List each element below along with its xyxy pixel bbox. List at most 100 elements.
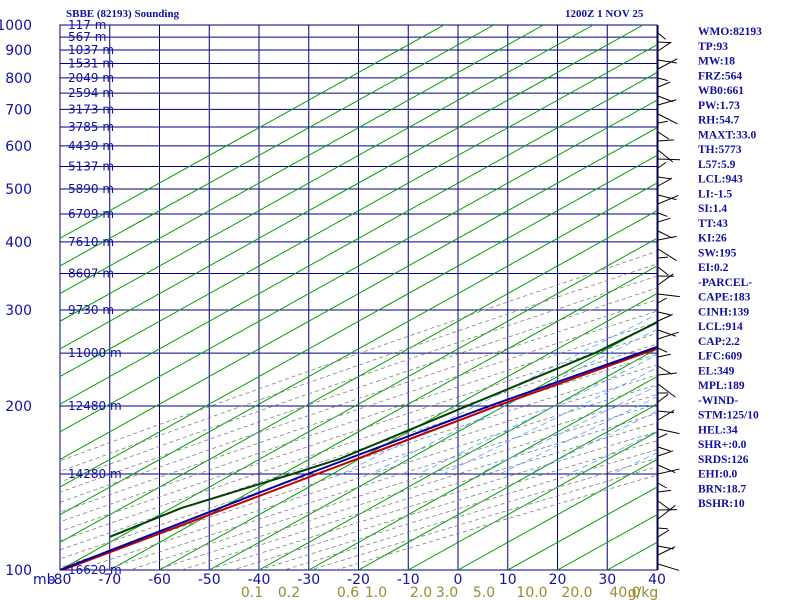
index-entry: WMO:82193 — [698, 26, 762, 38]
wind-barb — [657, 409, 675, 421]
height-label: 2049 m — [68, 71, 114, 85]
wind-barb — [657, 563, 680, 571]
mixing-ratio-line — [528, 410, 657, 475]
pressure-tick-label: 600 — [5, 139, 32, 155]
wind-barb — [657, 77, 668, 82]
wind-barb — [657, 99, 677, 106]
wind-barb — [657, 500, 672, 511]
mixing-ratio-label: 20.0 — [561, 585, 592, 600]
wind-barb — [657, 177, 673, 187]
height-label: 14280 m — [68, 467, 122, 481]
index-entry: KI:26 — [698, 233, 727, 245]
height-label: 2594 m — [68, 86, 114, 100]
height-label: 8607 m — [68, 266, 114, 280]
wind-barb — [657, 353, 671, 358]
height-label: 3785 m — [68, 120, 114, 134]
mixing-ratio-label: 0.2 — [278, 585, 300, 600]
stability-indices: WMO:82193 TP:93 MW:18 FRZ:564 WB0:661 PW:1.73… — [698, 26, 762, 510]
wind-barb — [657, 314, 673, 322]
isotherm-line — [457, 458, 657, 570]
pressure-tick-label: 800 — [5, 71, 32, 87]
index-entry: SW:195 — [698, 247, 737, 259]
temperature-tick-label: 20 — [549, 572, 567, 588]
wind-barb — [657, 266, 669, 276]
wind-barb — [657, 529, 670, 538]
temperature-tick-label: -50 — [198, 572, 221, 588]
mixing-ratio-label: 1.0 — [365, 585, 387, 600]
temperature-tick-label: -60 — [148, 572, 171, 588]
mixing-ratio-line — [478, 385, 657, 475]
wind-barb — [657, 347, 668, 353]
wind-barb — [657, 194, 677, 201]
isotherm-line — [209, 320, 657, 570]
isotherm-line — [60, 182, 657, 516]
wind-barb — [657, 446, 671, 452]
index-entry: -PARCEL- — [698, 277, 752, 289]
isotherm-line — [507, 486, 657, 570]
pressure-tick-label: 400 — [5, 235, 32, 251]
wind-barb — [657, 489, 671, 493]
wind-barb — [657, 293, 680, 298]
dry-adiabat — [78, 384, 657, 570]
height-label: 6709 m — [68, 207, 114, 221]
index-entry: EHI:0.0 — [698, 469, 738, 481]
isotherm-line — [60, 25, 494, 267]
isotherm-line — [557, 514, 657, 570]
wind-barb — [657, 450, 674, 457]
index-entry: L57:5.9 — [698, 159, 736, 171]
isotherm-line — [358, 403, 657, 570]
index-entry: HEL:34 — [698, 424, 738, 436]
temperature-tick-label: 30 — [598, 572, 616, 588]
pressure-tick-label: 1000 — [0, 18, 32, 34]
isotherm-line — [258, 348, 657, 570]
mixing-ratio-line — [569, 431, 657, 475]
isotherm-line — [60, 210, 657, 543]
wind-barb — [657, 32, 666, 40]
wind-barb — [657, 59, 677, 64]
temperature-tick-label: -70 — [98, 572, 121, 588]
temperature-tick-label: -80 — [49, 572, 72, 588]
wind-barb — [657, 176, 671, 180]
index-entry: BRN:18.7 — [698, 483, 746, 495]
wind-barb — [657, 81, 671, 88]
wind-barb — [657, 505, 676, 520]
wind-barb — [657, 139, 674, 142]
height-label: 567 m — [68, 30, 106, 44]
dewpoint-trace — [109, 321, 657, 538]
height-label: 5890 m — [68, 182, 114, 196]
index-entry: LFC:609 — [698, 351, 742, 363]
index-entry: TP:93 — [698, 41, 728, 53]
height-label: 3173 m — [68, 102, 114, 116]
temperature-tick-label: -10 — [397, 572, 420, 588]
wind-barb — [657, 383, 676, 398]
wind-barb — [657, 372, 677, 376]
pressure-tick-label: 900 — [5, 43, 32, 59]
wind-barb — [657, 527, 669, 530]
temperature-tick-label: 0 — [454, 572, 463, 588]
index-entry: CAPE:183 — [698, 292, 751, 304]
wind-barb — [657, 546, 676, 556]
height-label: 1037 m — [68, 43, 114, 57]
pressure-tick-label: 500 — [5, 182, 32, 198]
dry-adiabat — [60, 275, 657, 483]
index-entry: LI:-1.5 — [698, 188, 732, 200]
index-entry: MPL:189 — [698, 380, 745, 392]
wind-barb — [657, 468, 680, 475]
dry-adiabat — [60, 374, 657, 568]
index-entry: LCL:914 — [698, 321, 743, 333]
isotherm-line — [60, 127, 657, 461]
isotherm-line — [60, 25, 445, 239]
sounding-traces — [60, 321, 657, 570]
wind-barb — [657, 217, 671, 223]
wind-barb — [657, 482, 667, 489]
mixing-ratio-label: g/kg — [628, 585, 659, 600]
wind-barb — [657, 248, 677, 262]
dry-adiabat — [60, 321, 657, 523]
dry-adiabat — [60, 250, 657, 462]
dry-adiabats — [60, 250, 657, 570]
isotherm-line — [60, 237, 657, 570]
isotherm-line — [308, 375, 657, 570]
wind-barb — [657, 95, 674, 103]
isotherm-line — [408, 431, 657, 570]
